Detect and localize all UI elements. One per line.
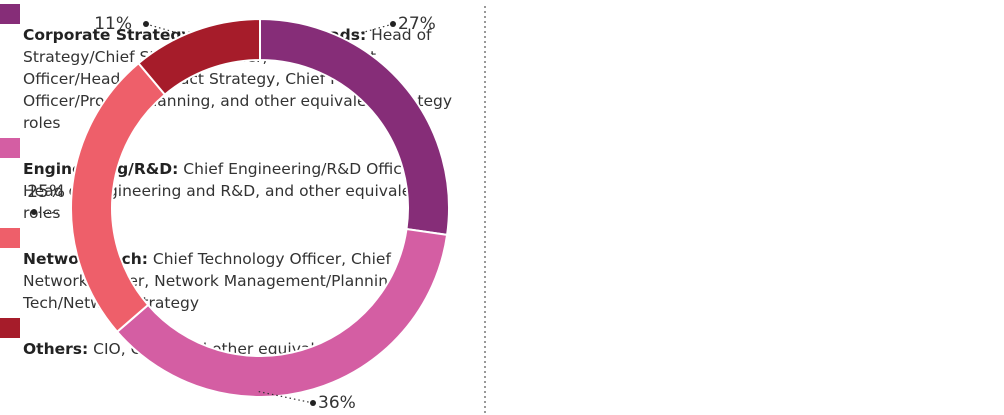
legend-name: Others:	[23, 340, 89, 358]
leader-dot	[143, 21, 149, 27]
donut-segment	[259, 17, 450, 237]
leader-line	[33, 211, 61, 214]
donut-segment	[115, 227, 449, 398]
legend-swatch	[0, 4, 20, 24]
legend-swatch	[0, 228, 20, 248]
legend-item: Engineering/R&D: Chief Engineering/R&D O…	[0, 138, 1004, 224]
legend-swatch	[0, 138, 20, 158]
legend-description: Chief Engineering/R&D Officer, Head of E…	[23, 160, 428, 222]
value-label: 25%	[27, 182, 65, 202]
chart: 27% 36% 25% 11%	[27, 6, 486, 415]
leader-dot	[310, 400, 316, 406]
leader-line	[255, 390, 314, 404]
donut-segment	[137, 17, 261, 97]
leader-dot	[31, 209, 37, 215]
leader-line	[349, 23, 394, 37]
value-label: 36%	[318, 393, 356, 413]
legend-swatch	[0, 318, 20, 338]
leader-dot	[390, 21, 396, 27]
leader-line	[145, 23, 182, 35]
page: {"chart_data": {"type": "pie", "donut": …	[0, 4, 1004, 415]
value-label: 27%	[398, 14, 436, 34]
value-label: 11%	[94, 14, 132, 34]
legend-text: Engineering/R&D: Chief Engineering/R&D O…	[23, 158, 455, 224]
donut-segment	[70, 61, 167, 334]
